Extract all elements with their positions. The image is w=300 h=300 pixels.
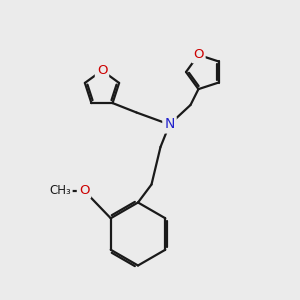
Text: O: O bbox=[79, 184, 89, 197]
Text: CH₃: CH₃ bbox=[49, 184, 71, 197]
Text: O: O bbox=[193, 48, 204, 62]
Text: O: O bbox=[97, 64, 107, 77]
Text: N: N bbox=[164, 118, 175, 131]
